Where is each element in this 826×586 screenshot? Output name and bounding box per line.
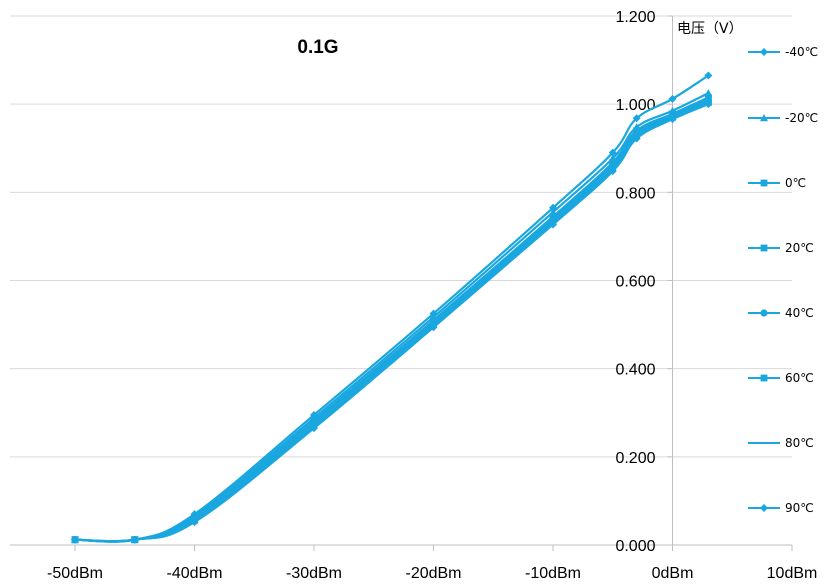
x-tick-labels: -50dBm -40dBm -30dBm -20dBm -10dBm 0dBm 10dBm [47,565,817,582]
legend-label: -20℃ [785,111,818,125]
x-tick-label: -30dBm [286,565,342,582]
legend-label: -40℃ [785,45,818,59]
x-tick-label: -50dBm [47,565,103,582]
data-point [704,71,713,80]
data-point [668,94,677,103]
data-point [760,504,768,512]
data-point [310,424,318,433]
legend: -40℃ -20℃ 0℃ 20℃ 40℃ 60℃ 80℃ 90℃ [748,45,818,515]
series-group [71,71,713,544]
x-tick-label: -40dBm [166,565,222,582]
x-axis [10,15,793,551]
y-tick-label: 0.200 [615,450,655,467]
data-point [608,167,617,176]
legend-label: 40℃ [785,306,814,320]
y-tick-label: 1.000 [615,97,655,114]
data-point [130,535,139,544]
series-line-8 [71,100,713,544]
series-path [74,92,709,543]
data-point [668,115,677,124]
y-tick-label: 0.400 [615,362,655,379]
x-tick-label: -10dBm [525,565,581,582]
y-tick-label: 0.600 [615,274,655,291]
legend-label: 80℃ [785,436,814,450]
data-point [760,309,768,317]
legend-item: 60℃ [748,371,814,385]
series-path [74,103,709,543]
data-point [71,535,79,544]
y-tick-label: 0.000 [615,538,655,555]
x-tick-label: 0dBm [652,565,694,582]
legend-item: 20℃ [748,241,814,255]
data-point [760,244,768,252]
y-axis-label: 电压（V） [677,21,743,37]
data-point [632,134,641,143]
data-point [760,114,768,122]
legend-label: 20℃ [785,241,814,255]
data-point [760,48,768,56]
legend-item: 0℃ [748,176,806,190]
data-point [760,179,768,187]
series-line-1 [71,71,713,544]
gridlines [10,15,792,458]
legend-item: -20℃ [748,111,818,125]
data-point [549,220,557,229]
y-tick-label: 0.800 [615,185,655,202]
data-point [429,323,438,332]
x-tick-label: -20dBm [405,565,461,582]
legend-item: -40℃ [748,45,818,59]
legend-item: 80℃ [748,436,814,450]
series-path [74,74,709,543]
data-point [704,100,713,109]
y-tick-label: 1.200 [615,9,655,26]
chart-title: 0.1G [297,37,338,58]
legend-label: 60℃ [785,371,814,385]
y-tick-labels: 0.000 0.200 0.400 0.600 0.800 1.000 1.200 [615,9,655,555]
legend-label: 90℃ [785,501,814,515]
data-point [760,374,768,382]
x-tick-label: 10dBm [767,565,818,582]
legend-label: 0℃ [785,176,806,190]
legend-item: 40℃ [748,306,814,320]
data-point [632,114,641,123]
legend-item: 90℃ [748,501,814,515]
data-point [190,518,199,527]
